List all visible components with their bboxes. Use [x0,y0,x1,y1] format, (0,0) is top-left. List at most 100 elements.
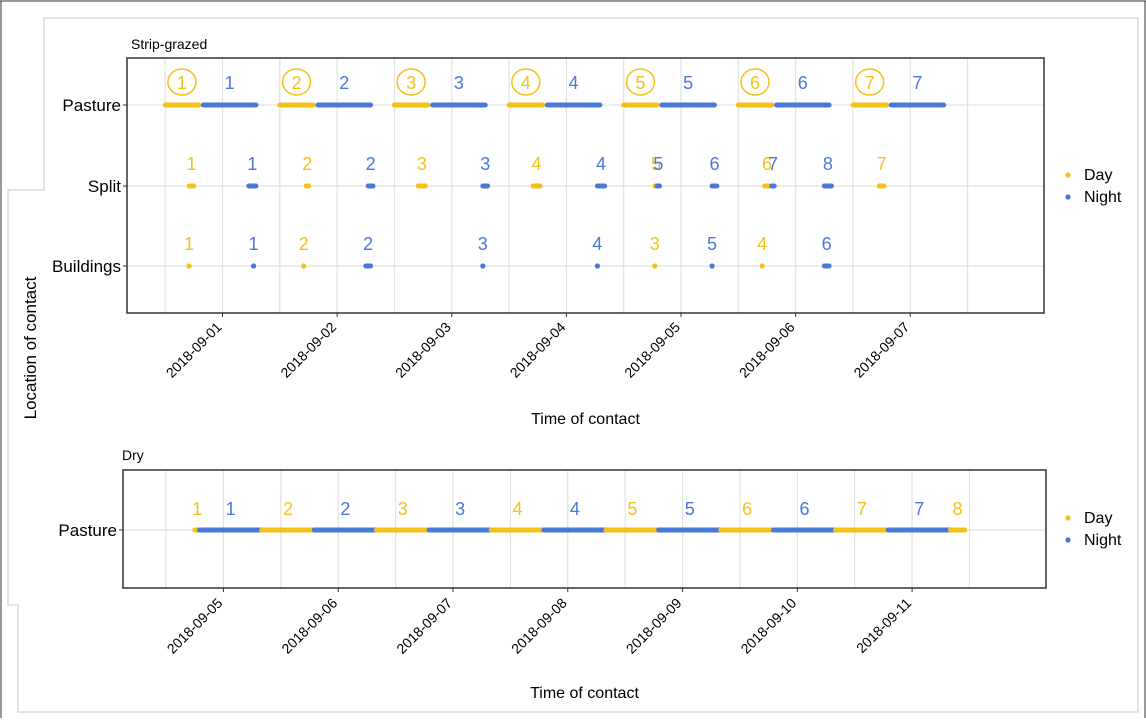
segment-label: 3 [417,154,427,174]
segment-label: 2 [363,234,373,254]
segment-label: 1 [249,234,259,254]
contact-point [250,263,257,269]
strip-grazed-panel: Strip-grazed Pasture Split Buildings 2018-09… [52,36,1122,428]
segment-label: 4 [592,234,602,254]
panel-title: Strip-grazed [131,36,207,52]
label-circle [740,68,770,96]
segment-label: 7 [877,154,887,174]
segment-label: 3 [398,499,408,519]
segment-label: 6 [709,154,719,174]
segment-label: 5 [653,154,663,174]
x-tick-label: 2018-09-06 [278,595,340,657]
segment-label: 2 [340,499,350,519]
segment-label: 4 [570,499,580,519]
legend-label: Day [1084,510,1112,527]
segment-label: 7 [768,154,778,174]
segment-label: 3 [454,73,464,93]
label-circle [281,68,312,96]
contact-point [480,263,486,269]
y-axis-label: Location of contact [21,276,40,419]
segment-label: 7 [914,499,924,519]
segment-label: 6 [822,234,832,254]
legend-label: Day [1084,167,1112,184]
segment-label: 7 [857,499,867,519]
dry-panel: Dry Pasture 2018-09-05 2018-09-06 2018-09-07… [58,447,1122,702]
y-tick-label: Split [88,177,121,196]
segment-label: 1 [192,499,202,519]
segment-label: 6 [742,499,752,519]
contact-point [652,263,658,269]
segment-label: 1 [177,73,187,93]
label-circle [396,68,426,96]
y-tick-label: Pasture [58,521,117,540]
segment-label: 1 [226,499,236,519]
label-circle [625,68,656,96]
segment-label: 5 [627,499,637,519]
segment-label: 2 [366,154,376,174]
segment-label: 3 [478,234,488,254]
x-tick-label: 2018-09-07 [850,319,912,381]
segment-label: 5 [635,73,645,93]
segment-label: 2 [292,73,302,93]
segment-label: 4 [569,73,579,93]
label-circle [511,68,541,96]
segment-label: 3 [455,499,465,519]
segment-label: 4 [596,154,606,174]
x-tick-label: 2018-09-06 [736,319,798,381]
y-tick-label: Buildings [52,257,121,276]
segment-label: 2 [339,73,349,93]
segment-label: 8 [823,154,833,174]
segment-label: 5 [685,499,695,519]
x-tick-label: 2018-09-11 [853,595,914,656]
x-tick-label: 2018-09-02 [277,319,339,381]
segment-label: 2 [299,234,309,254]
contact-point [301,263,307,269]
x-tick-label: 2018-09-07 [393,595,455,657]
legend-key-day [1065,515,1071,521]
segment-label: 8 [953,499,963,519]
segment-label: 1 [225,73,235,93]
segment-label: 2 [302,154,312,174]
segment-label: 1 [184,234,194,254]
x-tick-label: 2018-09-01 [163,319,225,381]
legend-key-day [1065,172,1071,178]
x-tick-label: 2018-09-05 [164,595,226,657]
segment-label: 6 [799,499,809,519]
contact-point [759,263,765,269]
segment-label: 5 [651,154,661,174]
segment-label: 4 [513,499,523,519]
frame-inner-outline [7,17,1139,713]
segment-label: 7 [865,73,875,93]
x-axis-label: Time of contact [530,685,639,702]
panel-border [122,469,1047,589]
segment-label: 3 [480,154,490,174]
segment-label: 6 [762,154,772,174]
contact-point [709,263,715,269]
segment-label: 7 [912,73,922,93]
segment-label: 6 [798,73,808,93]
segment-label: 5 [707,234,717,254]
x-tick-label: 2018-09-04 [507,319,569,381]
y-tick-label: Pasture [62,96,121,115]
segment-label: 3 [650,234,660,254]
x-tick-label: 2018-09-10 [737,595,799,657]
legend-label: Night [1084,189,1122,206]
label-circle [854,68,885,96]
segment-label: 5 [683,73,693,93]
segment-label: 4 [532,154,542,174]
x-tick-label: 2018-09-05 [621,319,683,381]
segment-label: 4 [757,234,767,254]
segment-label: 3 [406,73,416,93]
segment-label: 4 [521,73,531,93]
contact-point [186,263,192,269]
legend-key-night [1065,537,1071,543]
panel-title: Dry [122,447,144,463]
segment-label: 2 [283,499,293,519]
segment-label: 1 [186,154,196,174]
x-tick-label: 2018-09-03 [392,319,454,381]
x-tick-label: 2018-09-08 [508,595,570,657]
x-axis-label: Time of contact [531,411,640,428]
legend-label: Night [1084,532,1122,549]
